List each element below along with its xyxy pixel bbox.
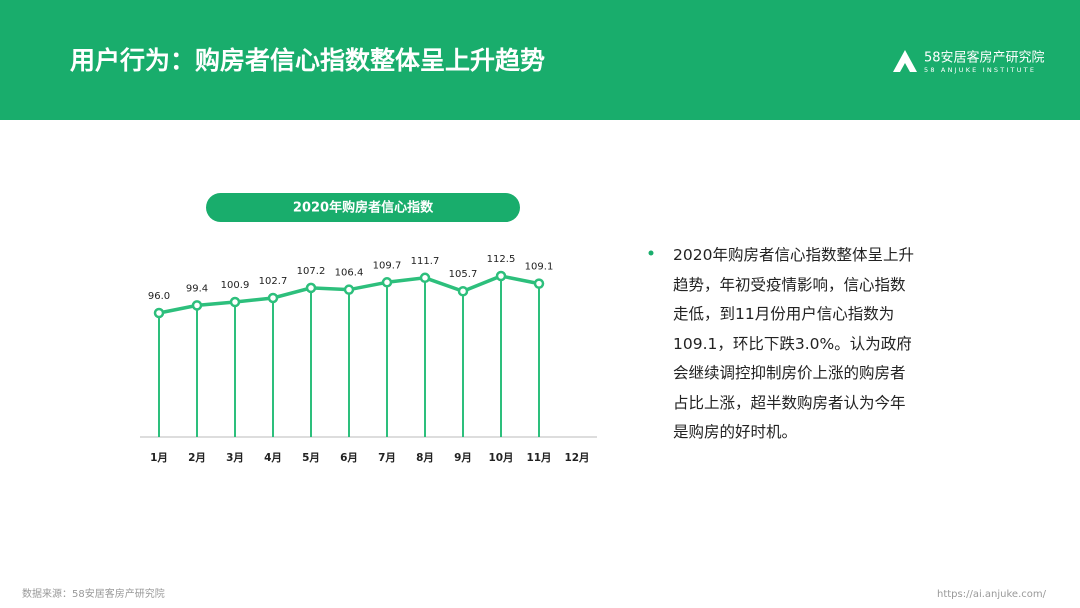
value-label: 112.5 xyxy=(487,254,516,265)
value-label: 96.0 xyxy=(148,291,170,302)
logo-sub: 58 ANJUKE INSTITUTE xyxy=(924,66,1036,74)
point xyxy=(533,278,545,289)
x-tick-label: 4月 xyxy=(264,452,282,464)
x-tick-label: 6月 xyxy=(340,452,358,464)
chart-title-pill xyxy=(206,193,520,222)
point xyxy=(343,284,355,295)
x-tick-label: 1月 xyxy=(150,452,168,464)
x-tick-label: 10月 xyxy=(488,452,513,464)
page-title: 用户行为：购房者信心指数整体呈上升趋势 xyxy=(70,46,545,75)
logo-icon xyxy=(893,50,917,72)
x-tick-label: 5月 xyxy=(302,452,320,464)
x-tick-label: 2月 xyxy=(188,452,206,464)
value-label: 100.9 xyxy=(221,280,250,291)
value-label: 105.7 xyxy=(449,269,478,280)
point xyxy=(153,307,165,319)
value-label: 109.1 xyxy=(525,262,554,273)
point xyxy=(267,292,279,304)
value-label: 106.4 xyxy=(335,268,364,279)
value-label: 109.7 xyxy=(373,260,402,271)
value-label: 102.7 xyxy=(259,276,288,287)
value-label: 107.2 xyxy=(297,266,326,277)
x-tick-label: 11月 xyxy=(526,452,551,464)
body-line: 占比上涨，超半数购房者认为今年 xyxy=(673,393,906,412)
point xyxy=(305,282,317,294)
logo-name: 58安居客房产研究院 xyxy=(924,50,1045,66)
x-tick-label: 12月 xyxy=(564,452,589,464)
body-line: 是购房的好时机。 xyxy=(673,423,798,441)
point xyxy=(191,300,203,311)
x-tick-label: 9月 xyxy=(454,452,472,464)
x-tick-label: 3月 xyxy=(226,452,244,464)
point xyxy=(381,277,393,288)
body-line: 2020年购房者信心指数整体呈上升 xyxy=(673,246,914,264)
chart-title: 2020年购房者信心指数 xyxy=(293,200,434,216)
point xyxy=(457,285,469,297)
bullet xyxy=(648,250,654,256)
point xyxy=(419,272,431,284)
body-line: 走低，到11月份用户信心指数为 xyxy=(673,305,895,323)
url: https://ai.anjuke.com/ xyxy=(937,589,1047,600)
body-line: 109.1，环比下跌3.0%。认为政府 xyxy=(673,334,912,353)
body-line: 趋势，年初受疫情影响，信心指数 xyxy=(673,275,906,294)
body-line: 会继续调控抑制房价上涨的购房者 xyxy=(673,364,906,382)
value-label: 111.7 xyxy=(411,256,440,267)
point xyxy=(495,270,507,282)
source: 数据来源：58安居客房产研究院 xyxy=(22,587,165,600)
x-tick-label: 8月 xyxy=(416,452,434,464)
x-tick-label: 7月 xyxy=(378,452,396,464)
value-label: 99.4 xyxy=(186,283,208,294)
point xyxy=(229,296,241,308)
